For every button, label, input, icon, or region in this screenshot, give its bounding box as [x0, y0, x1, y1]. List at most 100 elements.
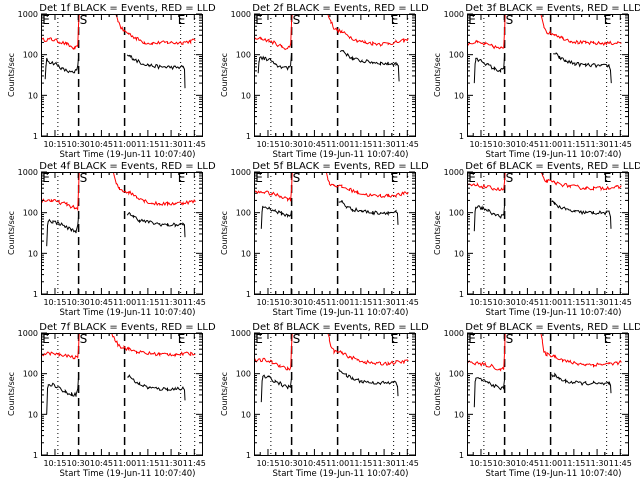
plot-frame [467, 172, 629, 295]
x-tick-label: 10:15 [256, 459, 279, 468]
plot-title: Det 7f BLACK = Events, RED = LLD [39, 322, 216, 333]
y-tick-label: 1000 [18, 329, 38, 338]
x-tick-label: 11:15 [136, 298, 159, 307]
x-tick-label: 11:45 [609, 140, 632, 149]
y-axis-title: Counts/sec [7, 53, 16, 97]
x-tick-label: 10:45 [90, 140, 113, 149]
plot-area [254, 14, 409, 136]
y-tick-label: 1 [33, 451, 38, 460]
x-tick-label: 11:15 [136, 459, 159, 468]
x-tick-label: 11:30 [586, 140, 609, 149]
y-tick-label: 100 [236, 209, 251, 218]
y-tick-label: 100 [23, 370, 38, 379]
end-marker: E [178, 171, 186, 185]
plot-frame [41, 14, 203, 137]
x-tick-label: 11:15 [349, 459, 372, 468]
x-tick-label: 10:45 [516, 298, 539, 307]
end-marker: E [42, 13, 50, 27]
y-tick-label: 1 [246, 290, 251, 299]
plot-frame [254, 14, 416, 137]
plot-area [467, 14, 622, 136]
y-tick-label: 100 [23, 51, 38, 60]
x-tick-label: 11:30 [586, 298, 609, 307]
plot-title: Det 5f BLACK = Events, RED = LLD [252, 161, 429, 172]
x-tick-label: 11:00 [326, 140, 349, 149]
y-tick-label: 1000 [444, 329, 464, 338]
lld-series-line [254, 172, 409, 203]
x-tick-label: 10:15 [256, 140, 279, 149]
x-tick-label: 11:30 [373, 140, 396, 149]
y-tick-label: 1000 [231, 168, 251, 177]
x-tick-label: 10:45 [303, 459, 326, 468]
y-tick-label: 10 [454, 91, 464, 100]
plot-frame [467, 14, 629, 137]
end-marker: E [604, 332, 612, 346]
y-tick-label: 10 [241, 249, 251, 258]
y-axis-title: Counts/sec [433, 53, 442, 97]
end-marker: E [178, 332, 186, 346]
y-axis-title: Counts/sec [220, 372, 229, 416]
start-marker: S [506, 13, 514, 27]
y-axis-title: Counts/sec [433, 211, 442, 255]
x-tick-label: 10:30 [280, 298, 303, 307]
end-marker: E [255, 13, 263, 27]
events-series-line [46, 211, 186, 247]
y-tick-label: 1000 [231, 329, 251, 338]
x-tick-label: 11:00 [113, 298, 136, 307]
plot-frame [254, 172, 416, 295]
start-marker: S [293, 13, 301, 27]
events-series-line [260, 368, 399, 403]
plot-area [41, 172, 196, 294]
plot-frame [41, 333, 203, 456]
plot-title: Det 4f BLACK = Events, RED = LLD [39, 161, 216, 172]
x-tick-label: 10:30 [67, 140, 90, 149]
y-axis-title: Counts/sec [220, 211, 229, 255]
x-axis-title: Start Time (19-Jun-11 10:07:40) [486, 469, 622, 479]
plot-title: Det 8f BLACK = Events, RED = LLD [252, 322, 429, 333]
y-tick-label: 100 [449, 370, 464, 379]
events-series-line [260, 200, 399, 229]
plot-frame [467, 333, 629, 456]
end-marker: E [178, 13, 186, 27]
end-marker: E [468, 171, 476, 185]
plot-area [254, 333, 409, 455]
start-marker: S [293, 171, 301, 185]
x-tick-label: 10:15 [469, 459, 492, 468]
plot-title: Det 9f BLACK = Events, RED = LLD [465, 322, 640, 333]
x-tick-label: 11:45 [609, 298, 632, 307]
y-tick-label: 1 [246, 132, 251, 141]
events-series-line [257, 49, 400, 82]
plot-title: Det 2f BLACK = Events, RED = LLD [252, 3, 429, 14]
y-tick-label: 1000 [18, 168, 38, 177]
y-tick-label: 1 [459, 451, 464, 460]
end-marker: E [391, 13, 399, 27]
x-tick-label: 11:15 [349, 298, 372, 307]
x-tick-label: 10:15 [469, 298, 492, 307]
plot-area [41, 333, 196, 455]
lld-series-line [467, 172, 622, 192]
x-axis-title: Start Time (19-Jun-11 10:07:40) [486, 308, 622, 318]
events-series-line [473, 372, 612, 408]
start-marker: S [293, 332, 301, 346]
y-tick-label: 1000 [18, 10, 38, 19]
y-tick-label: 100 [449, 51, 464, 60]
events-series-line [44, 54, 186, 89]
start-marker: S [80, 332, 88, 346]
lld-series-line [41, 14, 196, 50]
x-tick-label: 10:45 [90, 459, 113, 468]
x-axis-title: Start Time (19-Jun-11 10:07:40) [60, 150, 196, 160]
x-axis-title: Start Time (19-Jun-11 10:07:40) [273, 150, 409, 160]
plot-area [467, 333, 622, 455]
y-tick-label: 100 [236, 51, 251, 60]
lld-series-line [467, 333, 622, 372]
x-tick-label: 11:45 [183, 140, 206, 149]
x-axis-title: Start Time (19-Jun-11 10:07:40) [60, 469, 196, 479]
x-tick-label: 11:30 [586, 459, 609, 468]
lld-series-line [41, 172, 196, 212]
y-tick-label: 1000 [231, 10, 251, 19]
x-tick-label: 11:30 [160, 298, 183, 307]
x-tick-label: 11:45 [183, 298, 206, 307]
y-axis-title: Counts/sec [433, 372, 442, 416]
